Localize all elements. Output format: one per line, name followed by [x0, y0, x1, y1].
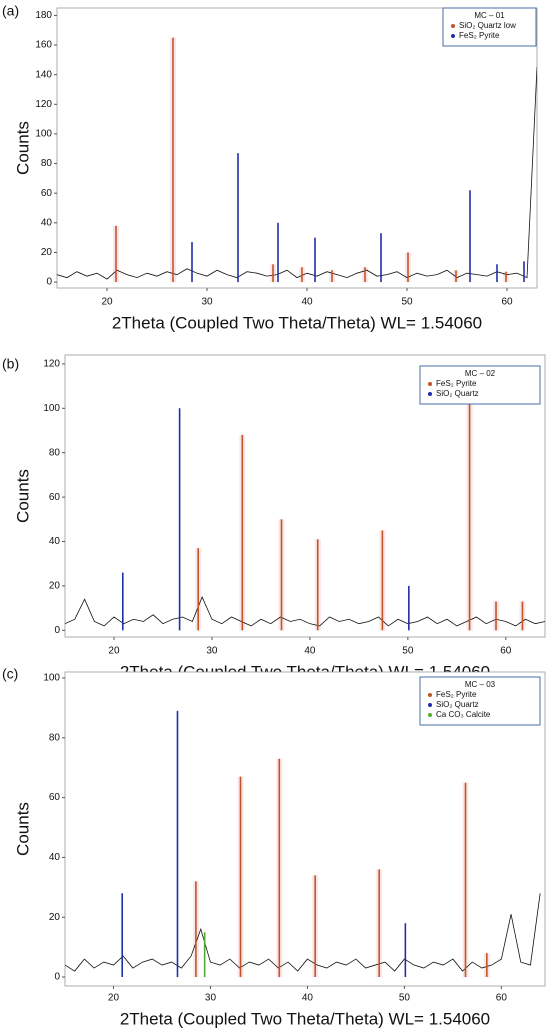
y-tick-label: 80 [49, 447, 61, 458]
x-tick-label: 30 [206, 646, 218, 657]
x-tick-label: 60 [500, 646, 512, 657]
x-axis-label: 2Theta (Coupled Two Theta/Theta) WL= 1.5… [120, 1009, 490, 1028]
legend [419, 365, 541, 405]
legend-marker [428, 703, 432, 707]
y-tick-label: 100 [43, 403, 60, 414]
y-tick-label: 40 [49, 852, 61, 863]
y-tick-label: 20 [49, 581, 61, 592]
x-tick-label: 50 [399, 993, 411, 1004]
plot-area [65, 390, 545, 631]
legend-marker [428, 713, 432, 717]
legend-title: MC – 01 [474, 11, 505, 20]
legend-label: SiO₂ Quartz [436, 700, 479, 709]
x-tick-label: 50 [402, 646, 414, 657]
legend-marker [451, 24, 455, 28]
x-axis-label: 2Theta (Coupled Two Theta/Theta) WL= 1.5… [112, 313, 482, 332]
legend-marker [428, 693, 432, 697]
y-tick-label: 40 [49, 536, 61, 547]
y-tick-label: 80 [41, 158, 53, 169]
panel-label: (c) [2, 666, 18, 682]
legend [419, 676, 541, 726]
legend-marker [451, 34, 455, 38]
legend-marker [428, 392, 432, 396]
x-tick-label: 60 [496, 993, 508, 1004]
y-tick-label: 60 [41, 188, 53, 199]
x-tick-label: 20 [108, 646, 120, 657]
y-tick-label: 40 [41, 217, 53, 228]
legend-label: FeS₂ Pyrite [436, 690, 477, 699]
x-tick-label: 20 [101, 297, 113, 308]
legend [442, 7, 537, 47]
legend-label: FeS₂ Pyrite [459, 31, 500, 40]
y-tick-label: 100 [43, 673, 60, 684]
y-axis-label: Counts [13, 469, 32, 523]
panel-label: (b) [2, 356, 19, 372]
y-tick-label: 0 [54, 972, 60, 983]
x-tick-label: 40 [304, 646, 316, 657]
y-tick-label: 0 [54, 625, 60, 636]
y-tick-label: 60 [49, 792, 61, 803]
y-tick-label: 160 [35, 40, 52, 51]
legend-label: SiO₂ Quartz low [459, 21, 516, 30]
legend-title: MC – 03 [465, 680, 496, 689]
y-tick-label: 180 [35, 10, 52, 21]
pattern-trace [65, 893, 541, 972]
legend-marker [428, 382, 432, 386]
x-tick-label: 40 [301, 297, 313, 308]
plot-frame [56, 7, 538, 289]
legend-title: MC – 02 [465, 369, 496, 378]
x-tick-label: 20 [108, 993, 120, 1004]
y-tick-label: 140 [35, 69, 52, 80]
y-tick-label: 0 [46, 277, 52, 288]
y-tick-label: 20 [49, 912, 61, 923]
x-tick-label: 60 [501, 297, 513, 308]
x-tick-label: 30 [201, 297, 213, 308]
panel-label: (a) [2, 3, 19, 19]
pattern-trace [65, 596, 545, 627]
y-axis-label: Counts [13, 802, 32, 856]
y-tick-label: 60 [49, 492, 61, 503]
plot-area [57, 37, 537, 283]
legend-label: Ca CO₃ Calcite [436, 710, 491, 719]
x-tick-label: 50 [401, 297, 413, 308]
legend-label: FeS₂ Pyrite [436, 379, 477, 388]
legend-label: SiO₂ Quartz [436, 389, 479, 398]
y-tick-label: 120 [35, 99, 52, 110]
y-tick-label: 100 [35, 129, 52, 140]
x-tick-label: 30 [205, 993, 217, 1004]
x-tick-label: 40 [302, 993, 314, 1004]
y-axis-label: Counts [13, 121, 32, 175]
y-tick-label: 20 [41, 247, 53, 258]
y-tick-label: 120 [43, 359, 60, 370]
pattern-trace [57, 67, 537, 280]
y-tick-label: 80 [49, 732, 61, 743]
plot-area [65, 710, 541, 978]
